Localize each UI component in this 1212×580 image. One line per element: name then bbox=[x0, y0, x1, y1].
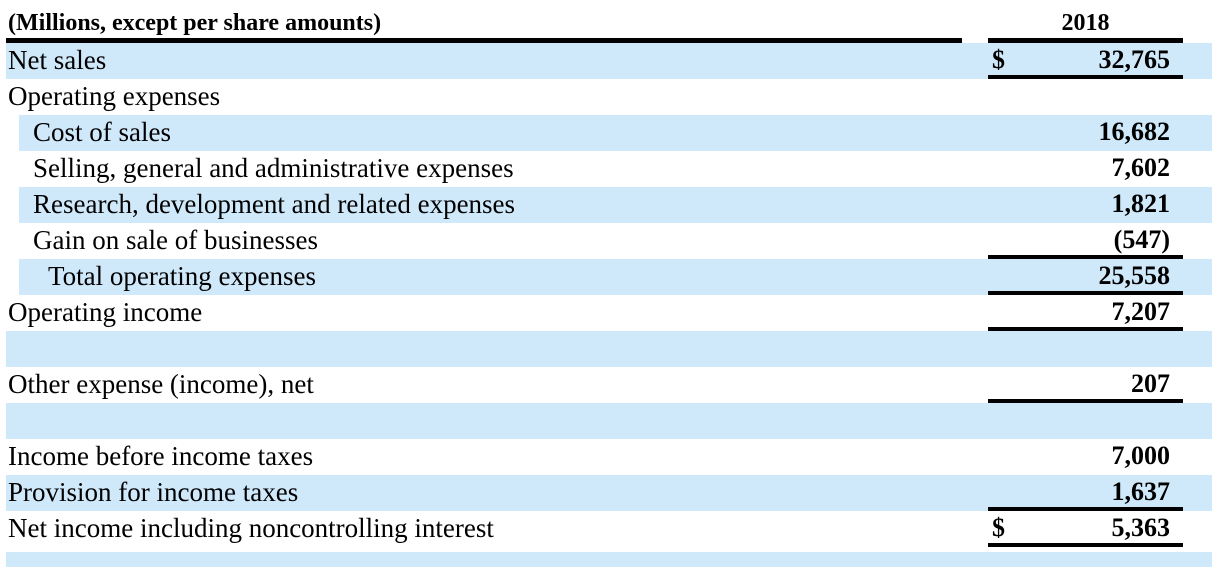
row-label: Operating income bbox=[8, 297, 203, 327]
table-row-sga-expenses: Selling, general and administrative expe… bbox=[6, 151, 1212, 187]
currency-symbol: $ bbox=[992, 513, 1005, 542]
table-row-spacer bbox=[6, 331, 1212, 367]
row-amount: 7,602 bbox=[1111, 153, 1171, 182]
row-value bbox=[988, 403, 1183, 439]
table-row-income-before-taxes: Income before income taxes 7,000 bbox=[6, 439, 1212, 475]
row-label: Research, development and related expens… bbox=[6, 187, 988, 223]
row-amount: 1,821 bbox=[1111, 189, 1171, 218]
row-value: $ 5,363 bbox=[988, 511, 1183, 547]
row-amount: 7,000 bbox=[1111, 441, 1171, 470]
row-label: Selling, general and administrative expe… bbox=[6, 151, 988, 187]
row-amount: 207 bbox=[1131, 369, 1170, 398]
row-amount: (547) bbox=[1113, 225, 1170, 254]
row-amount: 25,558 bbox=[1098, 261, 1171, 290]
income-statement-table: (Millions, except per share amounts) 201… bbox=[6, 8, 1212, 567]
table-header-row: (Millions, except per share amounts) 201… bbox=[6, 8, 1212, 43]
row-label: Provision for income taxes bbox=[8, 477, 299, 507]
row-value: 1,821 bbox=[988, 187, 1183, 223]
row-label: Net income including noncontrolling inte… bbox=[8, 513, 494, 543]
row-value bbox=[988, 79, 1183, 115]
row-label: Cost of sales bbox=[6, 115, 988, 151]
row-value: 7,602 bbox=[988, 151, 1183, 187]
row-amount: 1,637 bbox=[1111, 477, 1171, 506]
row-value: 1,637 bbox=[988, 475, 1183, 511]
table-row-gain-on-sale: Gain on sale of businesses (547) bbox=[6, 223, 1212, 259]
row-value: $ 32,765 bbox=[988, 43, 1183, 79]
row-amount: 16,682 bbox=[1098, 117, 1171, 146]
row-label: Operating expenses bbox=[8, 81, 221, 111]
table-row-bottom-stripe bbox=[6, 552, 1212, 567]
currency-symbol: $ bbox=[992, 45, 1005, 74]
table-row-spacer bbox=[6, 403, 1212, 439]
row-label: Other expense (income), net bbox=[8, 369, 314, 399]
row-amount: 5,363 bbox=[1111, 513, 1171, 542]
table-row-research-development: Research, development and related expens… bbox=[6, 187, 1212, 223]
table-row-operating-income: Operating income 7,207 bbox=[6, 295, 1212, 331]
year-column-header: 2018 bbox=[988, 8, 1183, 43]
header-rule-gap bbox=[962, 8, 988, 43]
row-value bbox=[988, 331, 1183, 367]
row-label bbox=[6, 552, 988, 567]
row-value: 16,682 bbox=[988, 115, 1183, 151]
row-amount: 32,765 bbox=[1098, 45, 1171, 74]
row-value: 7,000 bbox=[988, 439, 1183, 475]
table-row-provision-income-taxes: Provision for income taxes 1,637 bbox=[6, 475, 1212, 511]
row-value: (547) bbox=[988, 223, 1183, 259]
row-value bbox=[988, 552, 1183, 567]
table-row-total-operating-expenses: Total operating expenses 25,558 bbox=[6, 259, 1212, 295]
row-label: Total operating expenses bbox=[6, 259, 988, 295]
row-label: Net sales bbox=[8, 45, 107, 75]
row-amount: 7,207 bbox=[1111, 297, 1171, 326]
units-note: (Millions, except per share amounts) bbox=[6, 8, 962, 43]
table-row-net-sales: Net sales $ 32,765 bbox=[6, 43, 1212, 79]
table-row-other-expense: Other expense (income), net 207 bbox=[6, 367, 1212, 403]
row-label bbox=[6, 331, 988, 367]
row-label: Gain on sale of businesses bbox=[6, 223, 988, 259]
table-row-cost-of-sales: Cost of sales 16,682 bbox=[6, 115, 1212, 151]
row-label: Income before income taxes bbox=[8, 441, 314, 471]
row-value: 207 bbox=[988, 367, 1183, 403]
row-value: 7,207 bbox=[988, 295, 1183, 331]
row-label bbox=[6, 403, 988, 439]
table-row-net-income: Net income including noncontrolling inte… bbox=[6, 511, 1212, 547]
table-row-operating-expenses-heading: Operating expenses bbox=[6, 79, 1212, 115]
row-value: 25,558 bbox=[988, 259, 1183, 295]
header-right-pad bbox=[1183, 8, 1212, 43]
